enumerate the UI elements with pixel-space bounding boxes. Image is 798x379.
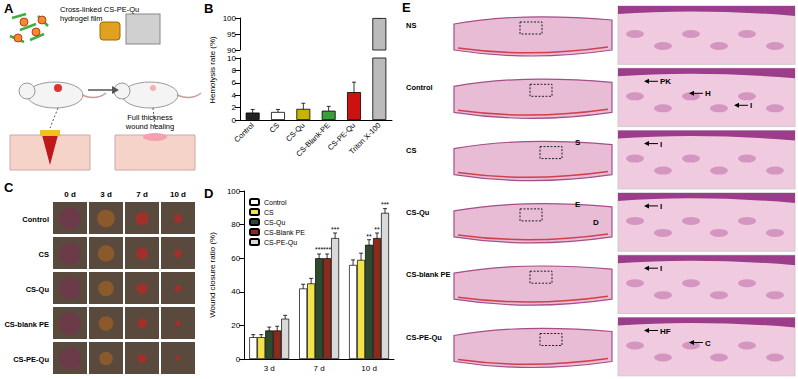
svg-text:Cross-linked CS-PE-Qu: Cross-linked CS-PE-Qu <box>60 5 139 14</box>
svg-text:100: 100 <box>227 187 241 196</box>
svg-text:Control: Control <box>22 215 49 224</box>
svg-text:S: S <box>575 138 581 147</box>
svg-text:D: D <box>204 186 213 201</box>
svg-text:wound healing: wound healing <box>125 122 174 131</box>
svg-text:CS-Qu: CS-Qu <box>26 285 50 294</box>
svg-text:Hemolysis rate (%): Hemolysis rate (%) <box>208 36 217 104</box>
svg-text:0: 0 <box>232 116 237 125</box>
svg-text:7 d: 7 d <box>314 364 325 373</box>
svg-text:20: 20 <box>231 321 240 330</box>
svg-text:6: 6 <box>232 78 237 87</box>
svg-text:***: *** <box>381 201 389 208</box>
svg-text:***: *** <box>331 226 339 233</box>
svg-text:3 d: 3 d <box>264 364 275 373</box>
svg-text:C: C <box>705 339 711 348</box>
svg-text:0 d: 0 d <box>64 190 76 199</box>
svg-text:D: D <box>593 218 599 227</box>
svg-text:60: 60 <box>231 254 240 263</box>
svg-text:40: 40 <box>231 287 240 296</box>
svg-text:8: 8 <box>232 66 237 75</box>
svg-text:H: H <box>705 89 711 98</box>
svg-text:3 d: 3 d <box>100 190 112 199</box>
svg-text:hydrogel film: hydrogel film <box>60 14 103 23</box>
svg-text:B: B <box>204 1 213 16</box>
svg-text:Triton X-100: Triton X-100 <box>347 121 382 156</box>
svg-text:***: *** <box>323 246 331 253</box>
svg-text:I: I <box>750 101 752 110</box>
svg-text:NS: NS <box>406 21 416 30</box>
svg-text:100: 100 <box>223 14 237 23</box>
svg-text:**: ** <box>374 226 380 233</box>
svg-text:2: 2 <box>232 103 237 112</box>
svg-text:7 d: 7 d <box>136 190 148 199</box>
svg-text:E: E <box>575 200 581 209</box>
svg-text:I: I <box>660 202 662 211</box>
svg-text:Wound closure ratio (%): Wound closure ratio (%) <box>208 232 217 318</box>
svg-text:CS-Qu: CS-Qu <box>406 208 430 217</box>
svg-text:CS-PE-Qu: CS-PE-Qu <box>325 120 358 153</box>
svg-text:CS-blank PE: CS-blank PE <box>4 320 49 329</box>
svg-text:90: 90 <box>227 45 236 55</box>
svg-text:CS-Qu: CS-Qu <box>284 121 307 144</box>
svg-text:PK: PK <box>660 77 671 86</box>
svg-text:CS-blank PE: CS-blank PE <box>406 270 451 279</box>
svg-text:CS-Blank-PE: CS-Blank-PE <box>294 121 332 159</box>
svg-text:**: ** <box>366 233 372 240</box>
svg-text:CS: CS <box>264 209 274 216</box>
svg-text:E: E <box>402 0 411 15</box>
svg-text:10 d: 10 d <box>170 190 186 199</box>
svg-text:95: 95 <box>227 30 236 39</box>
svg-text:10 d: 10 d <box>361 364 377 373</box>
svg-text:C: C <box>4 180 14 195</box>
svg-text:I: I <box>660 140 662 149</box>
svg-text:Control: Control <box>264 199 287 206</box>
svg-text:CS: CS <box>267 121 281 135</box>
svg-text:Full thickness: Full thickness <box>127 113 173 122</box>
svg-text:HF: HF <box>660 327 671 336</box>
svg-text:CS-PE-Qu: CS-PE-Qu <box>264 239 297 247</box>
svg-text:CS-Blank PE: CS-Blank PE <box>264 229 305 236</box>
svg-text:I: I <box>660 264 662 273</box>
svg-text:CS: CS <box>39 250 49 259</box>
svg-text:0: 0 <box>236 355 241 364</box>
svg-text:CS-Qu: CS-Qu <box>264 219 286 227</box>
svg-text:80: 80 <box>231 220 240 229</box>
svg-text:Control: Control <box>232 121 256 145</box>
svg-text:Control: Control <box>406 83 433 92</box>
svg-text:CS-PE-Qu: CS-PE-Qu <box>13 355 49 364</box>
svg-text:A: A <box>4 1 14 16</box>
svg-text:CS-PE-Qu: CS-PE-Qu <box>406 333 442 342</box>
svg-text:CS: CS <box>406 146 416 155</box>
svg-text:10: 10 <box>227 54 236 63</box>
svg-text:4: 4 <box>232 91 237 100</box>
